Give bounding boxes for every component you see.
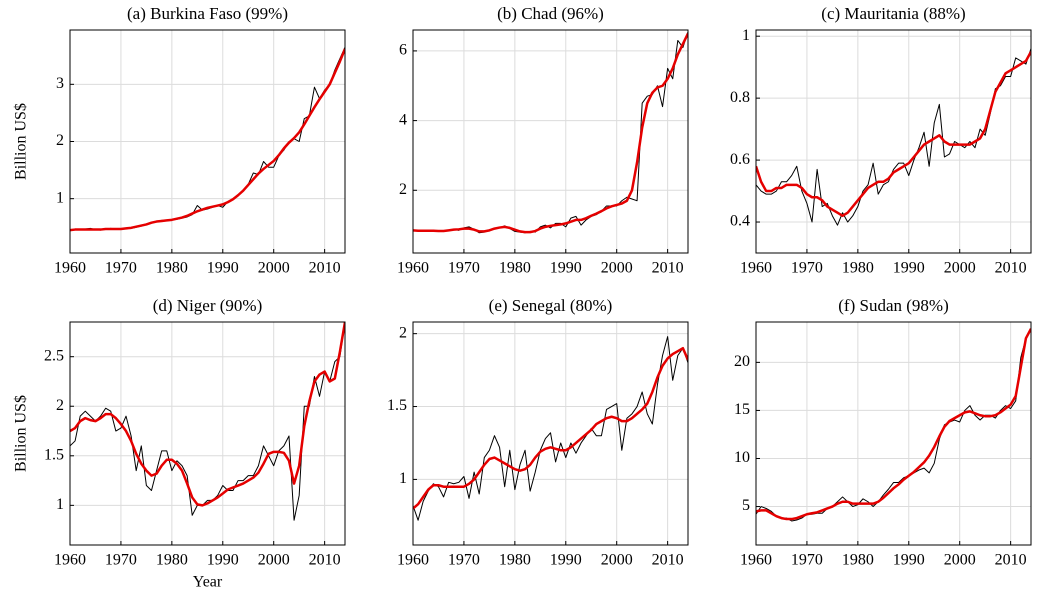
x-tick-label: 2000 xyxy=(601,552,633,569)
data-line xyxy=(413,346,688,510)
x-tick-label: 2010 xyxy=(995,552,1027,569)
axes-box xyxy=(69,29,346,254)
data-line xyxy=(413,31,688,234)
y-tick-label: 1 xyxy=(742,27,750,44)
x-axis-label: Year xyxy=(193,574,223,591)
plot-area xyxy=(413,31,688,234)
plot-area xyxy=(70,46,345,232)
y-tick-label: 0.8 xyxy=(730,89,750,106)
x-tick-label: 2010 xyxy=(309,260,341,277)
subplot: 1960 1970 1980 1990 2000 2010 2 4 6 (b) Chad (96%… xyxy=(397,4,689,277)
x-tick-label: 1970 xyxy=(105,552,137,569)
axes-box xyxy=(69,321,346,546)
y-tick-label: 10 xyxy=(734,449,750,466)
x-tick-label: 1990 xyxy=(550,260,582,277)
y-axis-label: Billion US$ xyxy=(13,103,30,180)
data-line xyxy=(756,328,1031,521)
x-tick-label: 1990 xyxy=(207,260,239,277)
axes-box xyxy=(755,29,1032,254)
x-tick-label: 2010 xyxy=(995,260,1027,277)
y-tick-label: 0.6 xyxy=(730,151,750,168)
plot-area xyxy=(70,322,345,521)
x-tick-label: 2000 xyxy=(601,260,633,277)
y-tick-label: 2 xyxy=(399,324,407,341)
y-tick-label: 3 xyxy=(56,75,64,92)
plot-area xyxy=(756,328,1031,522)
y-tick-label: 2 xyxy=(399,181,407,198)
data-line xyxy=(70,48,345,232)
y-tick-label: 1 xyxy=(56,189,64,206)
plot-area xyxy=(413,336,688,521)
x-tick-label: 1970 xyxy=(105,260,137,277)
x-tick-label: 1970 xyxy=(448,260,480,277)
data-line xyxy=(413,336,688,521)
y-tick-label: 0.4 xyxy=(730,213,750,230)
y-tick-label: 1.5 xyxy=(387,397,407,414)
data-line xyxy=(70,46,345,231)
x-tick-label: 1970 xyxy=(791,260,823,277)
x-tick-label: 1960 xyxy=(397,260,429,277)
axes-box xyxy=(412,321,689,546)
chart-title: (f) Sudan (98%) xyxy=(838,296,948,315)
y-tick-label: 6 xyxy=(399,42,407,59)
chart-title: (c) Mauritania (88%) xyxy=(821,4,965,23)
y-tick-label: 2 xyxy=(56,397,64,414)
y-tick-label: 4 xyxy=(399,111,407,128)
chart-title: (b) Chad (96%) xyxy=(497,4,604,23)
subplot: 1960 1970 1980 1990 2000 2010 1 2 3 (a) Burkina F… xyxy=(13,4,346,277)
chart-title: (a) Burkina Faso (99%) xyxy=(127,4,288,23)
x-tick-label: 2000 xyxy=(258,260,290,277)
chart-title: (e) Senegal (80%) xyxy=(489,296,613,315)
x-tick-label: 1990 xyxy=(207,552,239,569)
x-tick-label: 1980 xyxy=(499,552,531,569)
y-tick-label: 1 xyxy=(399,470,407,487)
data-line xyxy=(70,322,345,507)
x-tick-label: 1990 xyxy=(893,552,925,569)
x-tick-label: 1970 xyxy=(448,552,480,569)
x-tick-label: 1960 xyxy=(397,552,429,569)
x-tick-label: 1980 xyxy=(156,260,188,277)
x-tick-label: 1960 xyxy=(740,260,772,277)
x-tick-label: 2010 xyxy=(309,552,341,569)
plot-area xyxy=(756,48,1031,226)
x-tick-label: 1980 xyxy=(842,260,874,277)
x-tick-label: 1980 xyxy=(156,552,188,569)
y-tick-label: 5 xyxy=(742,497,750,514)
data-line xyxy=(756,48,1031,226)
subplot: 1960 1970 1980 1990 2000 2010 1 1.5 2 (e) Senegal… xyxy=(387,296,689,569)
y-tick-label: 2 xyxy=(56,132,64,149)
y-axis-label: Billion US$ xyxy=(13,395,30,472)
y-tick-label: 1 xyxy=(56,496,64,513)
x-tick-label: 1970 xyxy=(791,552,823,569)
axes-box xyxy=(755,321,1032,546)
x-tick-label: 2000 xyxy=(944,552,976,569)
x-tick-label: 2000 xyxy=(258,552,290,569)
chart-title: (d) Niger (90%) xyxy=(153,296,263,315)
subplot: 1960 1970 1980 1990 2000 2010 1 1.5 2 2.5 (d) Nige… xyxy=(13,296,346,591)
x-tick-label: 2010 xyxy=(652,260,684,277)
data-line xyxy=(413,32,688,234)
y-tick-label: 15 xyxy=(734,401,750,418)
y-tick-label: 2.5 xyxy=(44,347,64,364)
x-tick-label: 1990 xyxy=(893,260,925,277)
y-tick-label: 1.5 xyxy=(44,446,64,463)
y-tick-label: 20 xyxy=(734,353,750,370)
data-line xyxy=(70,322,345,521)
subplot: 1960 1970 1980 1990 2000 2010 5 10 15 20 (f) Sudan… xyxy=(734,296,1032,569)
x-tick-label: 1960 xyxy=(54,552,86,569)
data-line xyxy=(756,51,1031,218)
data-line xyxy=(756,328,1031,522)
x-tick-label: 2010 xyxy=(652,552,684,569)
x-tick-label: 2000 xyxy=(944,260,976,277)
x-tick-label: 1980 xyxy=(842,552,874,569)
subplot: 1960 1970 1980 1990 2000 2010 0.4 0.6 0.8 1 (c) Ma… xyxy=(730,4,1032,277)
x-tick-label: 1990 xyxy=(550,552,582,569)
axes-box xyxy=(412,29,689,254)
x-tick-label: 1960 xyxy=(54,260,86,277)
x-tick-label: 1960 xyxy=(740,552,772,569)
x-tick-label: 1980 xyxy=(499,260,531,277)
